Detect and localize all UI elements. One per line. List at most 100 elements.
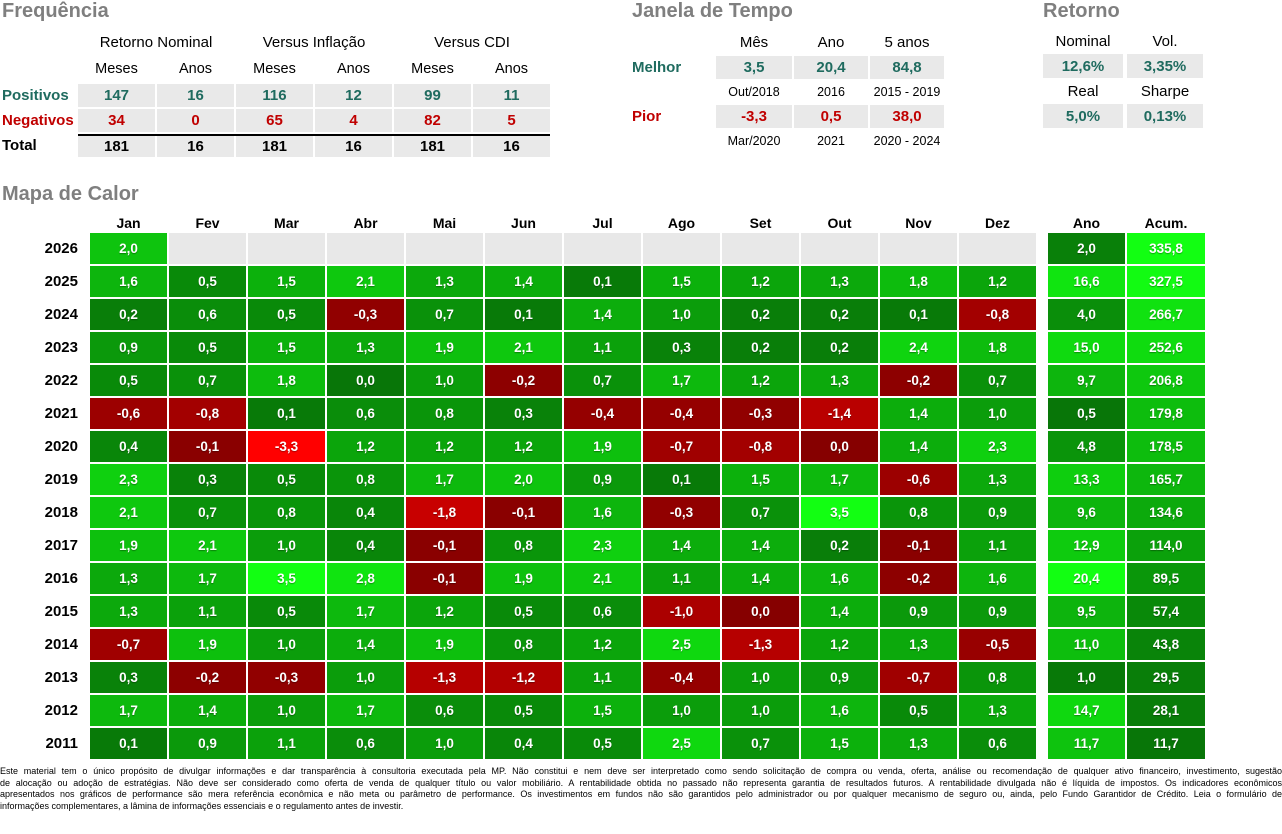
heatmap-cell-2015-abr: 1,7 bbox=[327, 596, 404, 627]
heatmap-cell-2014-nov: 1,3 bbox=[880, 629, 957, 660]
heatmap-cell-2023-out: 0,2 bbox=[801, 332, 878, 363]
janela-period: 2020 - 2024 bbox=[873, 134, 941, 148]
frequencia-value: 147 bbox=[78, 84, 155, 107]
heatmap-cell-2016-mai: -0,1 bbox=[406, 563, 483, 594]
janela-row-label: Melhor bbox=[632, 59, 682, 76]
heatmap-cell-2020-jun: 1,2 bbox=[485, 431, 562, 462]
heatmap-cell-2013-nov: -0,7 bbox=[880, 662, 957, 693]
frequencia-value: 181 bbox=[394, 136, 471, 157]
heatmap-cell-2011-mar: 1,1 bbox=[248, 728, 325, 759]
heatmap-cell-2020-mai: 1,2 bbox=[406, 431, 483, 462]
janela-de-tempo-table: Mês Ano 5 anos Melhor 3,5 20,4 84,8 Out/2018 201… bbox=[632, 30, 944, 154]
heatmap-month-header-abr: Abr bbox=[353, 215, 378, 231]
heatmap-year-label-2022: 2022 bbox=[44, 372, 78, 389]
heatmap-cell-2015-mai: 1,2 bbox=[406, 596, 483, 627]
janela-value: 38,0 bbox=[870, 105, 944, 128]
heatmap-spacer bbox=[1038, 464, 1046, 495]
heatmap-acum-cell-2024: 266,7 bbox=[1127, 299, 1205, 330]
heatmap-year-label-2016: 2016 bbox=[44, 570, 78, 587]
heatmap-ano-cell-2011: 11,7 bbox=[1048, 728, 1125, 759]
heatmap-cell-2012-abr: 1,7 bbox=[327, 695, 404, 726]
retorno-value: 0,13% bbox=[1127, 104, 1203, 128]
frequencia-group-headers: Retorno Nominal Versus Inflação Versus CDI bbox=[78, 30, 550, 54]
heatmap-cell-2012-jan: 1,7 bbox=[90, 695, 167, 726]
heatmap-spacer bbox=[1038, 530, 1046, 561]
heatmap-month-header-nov: Nov bbox=[905, 215, 932, 231]
heatmap-cell-2025-fev: 0,5 bbox=[169, 266, 246, 297]
frequencia-value: 16 bbox=[157, 84, 234, 107]
heatmap-month-header-set: Set bbox=[749, 215, 772, 231]
heatmap-cell-2018-dez: 0,9 bbox=[959, 497, 1036, 528]
janela-column-header-0: Mês bbox=[739, 33, 769, 51]
heatmap-cell-2024-nov: 0,1 bbox=[880, 299, 957, 330]
frequencia-value: 65 bbox=[236, 109, 313, 132]
janela-row-pior: Pior -3,3 0,5 38,0 bbox=[632, 105, 944, 128]
heatmap-grid: Jan Fev Mar Abr Mai Jun Jul Ago Set Out Nov Dez Ano A… bbox=[2, 211, 1205, 759]
frequencia-value: 99 bbox=[394, 84, 471, 107]
frequencia-row-label: Total bbox=[2, 137, 37, 154]
heatmap-cell-2012-nov: 0,5 bbox=[880, 695, 957, 726]
heatmap-acum-cell-2022: 206,8 bbox=[1127, 365, 1205, 396]
heatmap-cell-2026-fev bbox=[169, 233, 246, 264]
janela-value: 3,5 bbox=[716, 56, 792, 79]
heatmap-cell-2012-dez: 1,3 bbox=[959, 695, 1036, 726]
heatmap-spacer bbox=[1038, 332, 1046, 363]
heatmap-cell-2016-jul: 2,1 bbox=[564, 563, 641, 594]
heatmap-acum-cell-2018: 134,6 bbox=[1127, 497, 1205, 528]
heatmap-cell-2023-jan: 0,9 bbox=[90, 332, 167, 363]
heatmap-cell-2025-dez: 1,2 bbox=[959, 266, 1036, 297]
frequencia-row-label: Negativos bbox=[2, 112, 74, 129]
heatmap-cell-2014-jun: 0,8 bbox=[485, 629, 562, 660]
frequencia-value: 4 bbox=[315, 109, 392, 132]
janela-period: Out/2018 bbox=[728, 85, 780, 99]
heatmap-cell-2026-mai bbox=[406, 233, 483, 264]
heatmap-acum-cell-2019: 165,7 bbox=[1127, 464, 1205, 495]
heatmap-cell-2021-mai: 0,8 bbox=[406, 398, 483, 429]
heatmap-cell-2023-jun: 2,1 bbox=[485, 332, 562, 363]
heatmap-cell-2024-abr: -0,3 bbox=[327, 299, 404, 330]
heatmap-cell-2016-ago: 1,1 bbox=[643, 563, 720, 594]
heatmap-cell-2013-out: 0,9 bbox=[801, 662, 878, 693]
heatmap-cell-2015-fev: 1,1 bbox=[169, 596, 246, 627]
heatmap-cell-2025-ago: 1,5 bbox=[643, 266, 720, 297]
heatmap-cell-2012-ago: 1,0 bbox=[643, 695, 720, 726]
heatmap-cell-2020-jan: 0,4 bbox=[90, 431, 167, 462]
frequencia-column-header-3: Anos bbox=[336, 61, 371, 77]
disclaimer-line: apresentados nos gráficos de performance… bbox=[0, 789, 1282, 799]
frequencia-row-total: Total 181 16 181 16 181 16 bbox=[2, 134, 550, 157]
heatmap-year-label-2012: 2012 bbox=[44, 702, 78, 719]
heatmap-cell-2022-out: 1,3 bbox=[801, 365, 878, 396]
heatmap-cell-2023-ago: 0,3 bbox=[643, 332, 720, 363]
heatmap-cell-2024-set: 0,2 bbox=[722, 299, 799, 330]
frequencia-value: 11 bbox=[473, 84, 550, 107]
heatmap-cell-2021-ago: -0,4 bbox=[643, 398, 720, 429]
frequencia-corner bbox=[2, 56, 78, 82]
heatmap-cell-2019-nov: -0,6 bbox=[880, 464, 957, 495]
heatmap-cell-2021-fev: -0,8 bbox=[169, 398, 246, 429]
frequencia-value: 34 bbox=[78, 109, 155, 132]
heatmap-cell-2024-dez: -0,8 bbox=[959, 299, 1036, 330]
retorno-value: 12,6% bbox=[1043, 54, 1123, 78]
heatmap-month-header-out: Out bbox=[827, 215, 852, 231]
heatmap-cell-2022-jan: 0,5 bbox=[90, 365, 167, 396]
heatmap-cell-2011-jan: 0,1 bbox=[90, 728, 167, 759]
heatmap-cell-2011-dez: 0,6 bbox=[959, 728, 1036, 759]
heatmap-cell-2022-abr: 0,0 bbox=[327, 365, 404, 396]
heatmap-cell-2014-mai: 1,9 bbox=[406, 629, 483, 660]
heatmap-acum-cell-2014: 43,8 bbox=[1127, 629, 1205, 660]
heatmap-cell-2011-set: 0,7 bbox=[722, 728, 799, 759]
heatmap-cell-2019-jun: 2,0 bbox=[485, 464, 562, 495]
heatmap-month-header-mar: Mar bbox=[274, 215, 299, 231]
heatmap-spacer bbox=[1038, 398, 1046, 429]
heatmap-year-label-2017: 2017 bbox=[44, 537, 78, 554]
frequencia-table: Retorno Nominal Versus Inflação Versus CDI… bbox=[2, 30, 550, 159]
heatmap-cell-2012-jun: 0,5 bbox=[485, 695, 562, 726]
heatmap-cell-2015-jan: 1,3 bbox=[90, 596, 167, 627]
janela-corner bbox=[632, 81, 716, 103]
heatmap-corner bbox=[2, 211, 88, 231]
heatmap-ano-cell-2016: 20,4 bbox=[1048, 563, 1125, 594]
heatmap-acum-cell-2017: 114,0 bbox=[1127, 530, 1205, 561]
janela-row-label: Pior bbox=[632, 108, 662, 125]
heatmap-cell-2011-nov: 1,3 bbox=[880, 728, 957, 759]
heatmap-cell-2021-jul: -0,4 bbox=[564, 398, 641, 429]
